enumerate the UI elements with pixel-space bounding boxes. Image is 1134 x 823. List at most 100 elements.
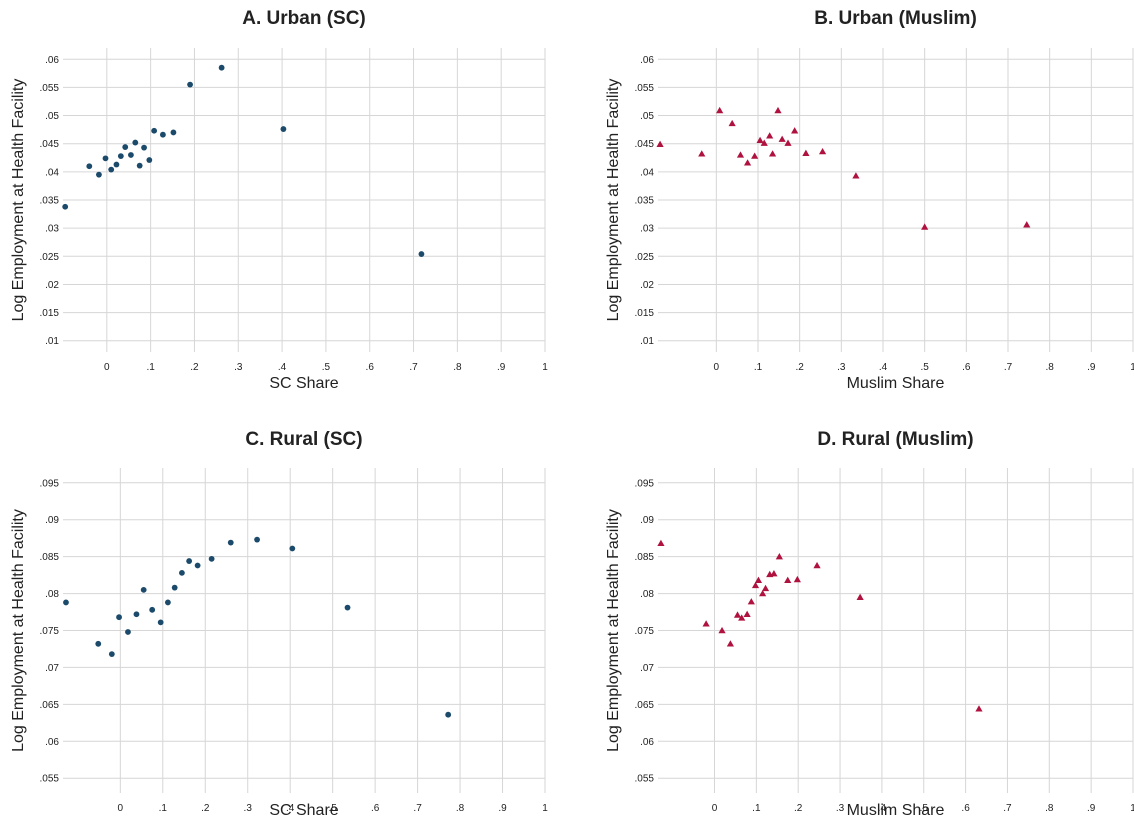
- x-tick-label: .6: [961, 803, 970, 814]
- x-tick-label: .3: [837, 362, 846, 373]
- y-tick-label: .06: [45, 55, 59, 66]
- data-point: [751, 581, 760, 589]
- data-point: [171, 584, 178, 591]
- x-tick-label: .9: [1087, 803, 1096, 814]
- y-tick-label: .085: [40, 552, 60, 563]
- x-tick-label: .3: [234, 362, 243, 373]
- y-tick-label: .02: [640, 280, 654, 291]
- data-point: [856, 593, 864, 600]
- data-point: [95, 640, 102, 647]
- panel-3: C. Rural (SC) .055 .06 .065 .07 .075 .08 .085 .0…: [10, 429, 548, 819]
- data-point: [813, 561, 821, 569]
- x-tick-label: .4: [286, 803, 295, 814]
- data-point: [657, 539, 665, 547]
- x-tick-label: .5: [322, 362, 331, 373]
- x-tick-label: .7: [409, 362, 418, 373]
- data-point: [186, 558, 193, 564]
- data-point: [756, 136, 764, 144]
- x-tick-label: 1: [1130, 803, 1134, 814]
- data-point: [149, 606, 156, 613]
- data-point: [418, 251, 425, 257]
- data-point: [702, 620, 710, 627]
- x-axis-label: Muslim Share: [847, 802, 945, 819]
- y-tick-label: .065: [635, 700, 655, 711]
- y-tick-label: .055: [635, 83, 655, 94]
- panel-title: B. Urban (Muslim): [814, 8, 977, 29]
- x-tick-label: .1: [754, 362, 763, 373]
- x-tick-label: .6: [962, 362, 971, 373]
- data-point: [656, 140, 664, 147]
- y-tick-label: .09: [640, 515, 654, 526]
- y-tick-label: .06: [45, 737, 59, 748]
- y-tick-label: .055: [40, 83, 60, 94]
- data-point: [289, 545, 296, 552]
- data-point: [726, 640, 735, 647]
- data-point: [157, 619, 164, 626]
- data-point: [108, 166, 115, 173]
- y-axis-label: Log Employment at Health Facility: [10, 509, 27, 752]
- data-point: [775, 553, 783, 560]
- data-point: [141, 144, 147, 151]
- x-axis-label: SC Share: [269, 802, 338, 819]
- data-point: [728, 119, 736, 127]
- y-axis-label: Log Employment at Health Facility: [10, 79, 27, 322]
- x-tick-label: 0: [712, 803, 718, 814]
- data-point: [227, 539, 234, 546]
- x-tick-label: 1: [1130, 362, 1134, 373]
- x-tick-label: .2: [794, 803, 803, 814]
- data-point: [818, 147, 827, 155]
- x-tick-label: .6: [371, 803, 380, 814]
- x-tick-label: .2: [795, 362, 804, 373]
- y-tick-label: .05: [45, 111, 59, 122]
- data-point: [116, 614, 122, 621]
- data-point: [208, 555, 215, 562]
- y-tick-label: .07: [45, 663, 59, 674]
- data-point: [921, 223, 929, 230]
- x-tick-label: .2: [190, 362, 199, 373]
- data-point: [164, 599, 171, 606]
- data-point: [768, 150, 777, 157]
- data-point: [736, 151, 745, 158]
- data-point: [86, 163, 93, 170]
- panel-title: A. Urban (SC): [242, 8, 366, 29]
- panel-1: A. Urban (SC) .01 .015 .02 .025 .03 .035 .04 .04…: [10, 8, 548, 392]
- data-point: [179, 569, 185, 576]
- x-tick-label: .8: [453, 362, 462, 373]
- x-tick-label: .3: [836, 803, 845, 814]
- x-tick-label: .7: [1003, 803, 1012, 814]
- x-tick-label: .5: [328, 803, 337, 814]
- data-point: [760, 139, 768, 146]
- data-point: [784, 139, 792, 146]
- x-tick-label: .2: [201, 803, 210, 814]
- x-axis-label: Muslim Share: [847, 375, 945, 392]
- data-point: [187, 81, 193, 88]
- y-tick-label: .095: [635, 478, 655, 489]
- data-point: [774, 106, 782, 114]
- y-tick-label: .01: [45, 336, 59, 347]
- data-point: [716, 106, 724, 114]
- x-tick-label: .1: [752, 803, 761, 814]
- data-point: [63, 599, 69, 606]
- x-tick-label: .4: [879, 362, 888, 373]
- x-tick-label: .8: [1045, 803, 1054, 814]
- x-tick-label: .9: [498, 803, 507, 814]
- data-point: [125, 629, 131, 635]
- data-point: [151, 127, 158, 134]
- data-point: [170, 129, 177, 136]
- data-point: [743, 159, 752, 166]
- y-tick-label: .035: [40, 196, 60, 207]
- data-point: [117, 153, 124, 159]
- y-tick-label: .075: [40, 626, 60, 637]
- data-point: [218, 64, 225, 71]
- y-tick-label: .04: [640, 167, 654, 178]
- panel-title: C. Rural (SC): [245, 429, 362, 450]
- x-tick-label: 0: [714, 362, 720, 373]
- data-point: [194, 562, 201, 569]
- y-tick-label: .045: [40, 139, 60, 150]
- y-tick-label: .02: [45, 280, 59, 291]
- data-point: [102, 155, 109, 162]
- y-tick-label: .07: [640, 663, 654, 674]
- y-tick-label: .03: [45, 224, 59, 235]
- y-tick-label: .055: [635, 774, 655, 785]
